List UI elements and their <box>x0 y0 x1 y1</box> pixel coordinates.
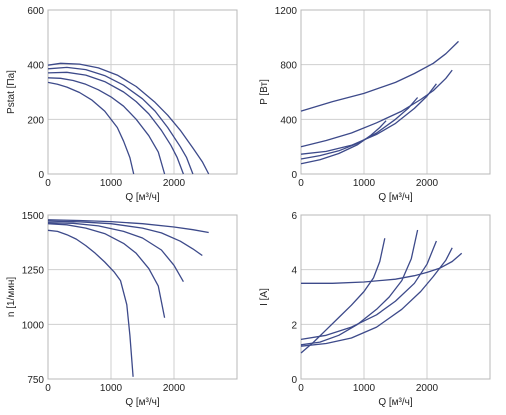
y-tick-label: 2 <box>291 320 297 331</box>
y-tick-label: 200 <box>27 115 44 126</box>
series-line-5 <box>301 252 463 284</box>
y-axis-label: I [A] <box>259 288 270 306</box>
current-chart: 0 1000 2000 0 2 4 6 Q [м³/ч] I [A] <box>259 211 491 408</box>
chart-panel-power: 0 1000 2000 0 400 800 1200 Q [м³/ч] P [Вт] <box>253 0 506 210</box>
x-axis-label: Q [м³/ч] <box>125 192 160 203</box>
y-tick-label: 600 <box>27 6 44 17</box>
series-line-3 <box>300 83 437 155</box>
plot-frame <box>47 214 238 380</box>
y-tick-label: 1200 <box>275 6 298 17</box>
series-line-4 <box>300 69 453 148</box>
series-line-2 <box>300 229 419 346</box>
y-tick-label: 0 <box>38 170 44 181</box>
y-tick-label: 0 <box>291 375 297 386</box>
series-line-3 <box>47 222 184 283</box>
series-line-1 <box>300 238 386 354</box>
y-tick-label: 800 <box>280 61 297 72</box>
y-tick-label: 1250 <box>22 266 45 277</box>
series-line-3 <box>47 71 185 175</box>
x-tick-label: 2000 <box>416 178 439 189</box>
speed-chart: 0 1000 2000 750 1000 1250 1500 Q [м³/ч] n [1/мин… <box>6 211 238 408</box>
x-tick-label: 1000 <box>353 383 376 394</box>
series-line-3 <box>300 240 438 341</box>
x-tick-label: 0 <box>298 383 304 394</box>
y-tick-label: 1500 <box>22 211 45 222</box>
x-tick-label: 0 <box>45 383 51 394</box>
x-tick-label: 2000 <box>163 178 186 189</box>
y-tick-label: 1000 <box>22 320 45 331</box>
static-pressure-chart: 0 1000 2000 0 200 400 600 Q [м³/ч] Pstat [Па] <box>6 6 238 203</box>
series-line-1 <box>300 120 387 165</box>
x-tick-label: 0 <box>298 178 304 189</box>
chart-panel-current: 0 1000 2000 0 2 4 6 Q [м³/ч] I [A] <box>253 205 506 415</box>
y-axis-label: Pstat [Па] <box>6 70 17 114</box>
x-tick-label: 1000 <box>100 178 123 189</box>
series-line-4 <box>300 247 453 347</box>
y-axis-label: P [Вт] <box>259 79 270 105</box>
x-tick-label: 0 <box>45 178 51 189</box>
y-tick-label: 400 <box>27 61 44 72</box>
series-line-1 <box>47 229 134 377</box>
series-line-4 <box>47 220 203 257</box>
chart-panel-speed: 0 1000 2000 750 1000 1250 1500 Q [м³/ч] n [1/мин… <box>0 205 253 415</box>
series-line-5 <box>47 219 209 234</box>
y-tick-label: 0 <box>291 170 297 181</box>
chart-panel-static-pressure: 0 1000 2000 0 200 400 600 Q [м³/ч] Pstat [Па] <box>0 0 253 210</box>
series-line-1 <box>47 81 135 175</box>
x-tick-label: 1000 <box>353 178 376 189</box>
series-line-2 <box>47 77 166 175</box>
x-tick-label: 2000 <box>163 383 186 394</box>
series-line-4 <box>47 66 194 175</box>
y-tick-label: 750 <box>27 375 44 386</box>
y-axis-label: n [1/мин] <box>6 277 17 317</box>
plot-frame <box>300 9 491 175</box>
series-line-5 <box>47 62 210 175</box>
power-chart: 0 1000 2000 0 400 800 1200 Q [м³/ч] P [Вт] <box>259 6 491 203</box>
plot-frame <box>47 9 238 175</box>
x-axis-label: Q [м³/ч] <box>378 192 413 203</box>
y-tick-label: 400 <box>280 115 297 126</box>
x-tick-label: 1000 <box>100 383 123 394</box>
series-line-5 <box>300 40 459 112</box>
series-line-2 <box>47 223 166 318</box>
x-tick-label: 2000 <box>416 383 439 394</box>
x-axis-label: Q [м³/ч] <box>378 397 413 408</box>
y-tick-label: 4 <box>291 266 297 277</box>
plot-frame <box>300 214 491 380</box>
y-tick-label: 6 <box>291 211 297 222</box>
x-axis-label: Q [м³/ч] <box>125 397 160 408</box>
series-line-2 <box>300 97 419 160</box>
